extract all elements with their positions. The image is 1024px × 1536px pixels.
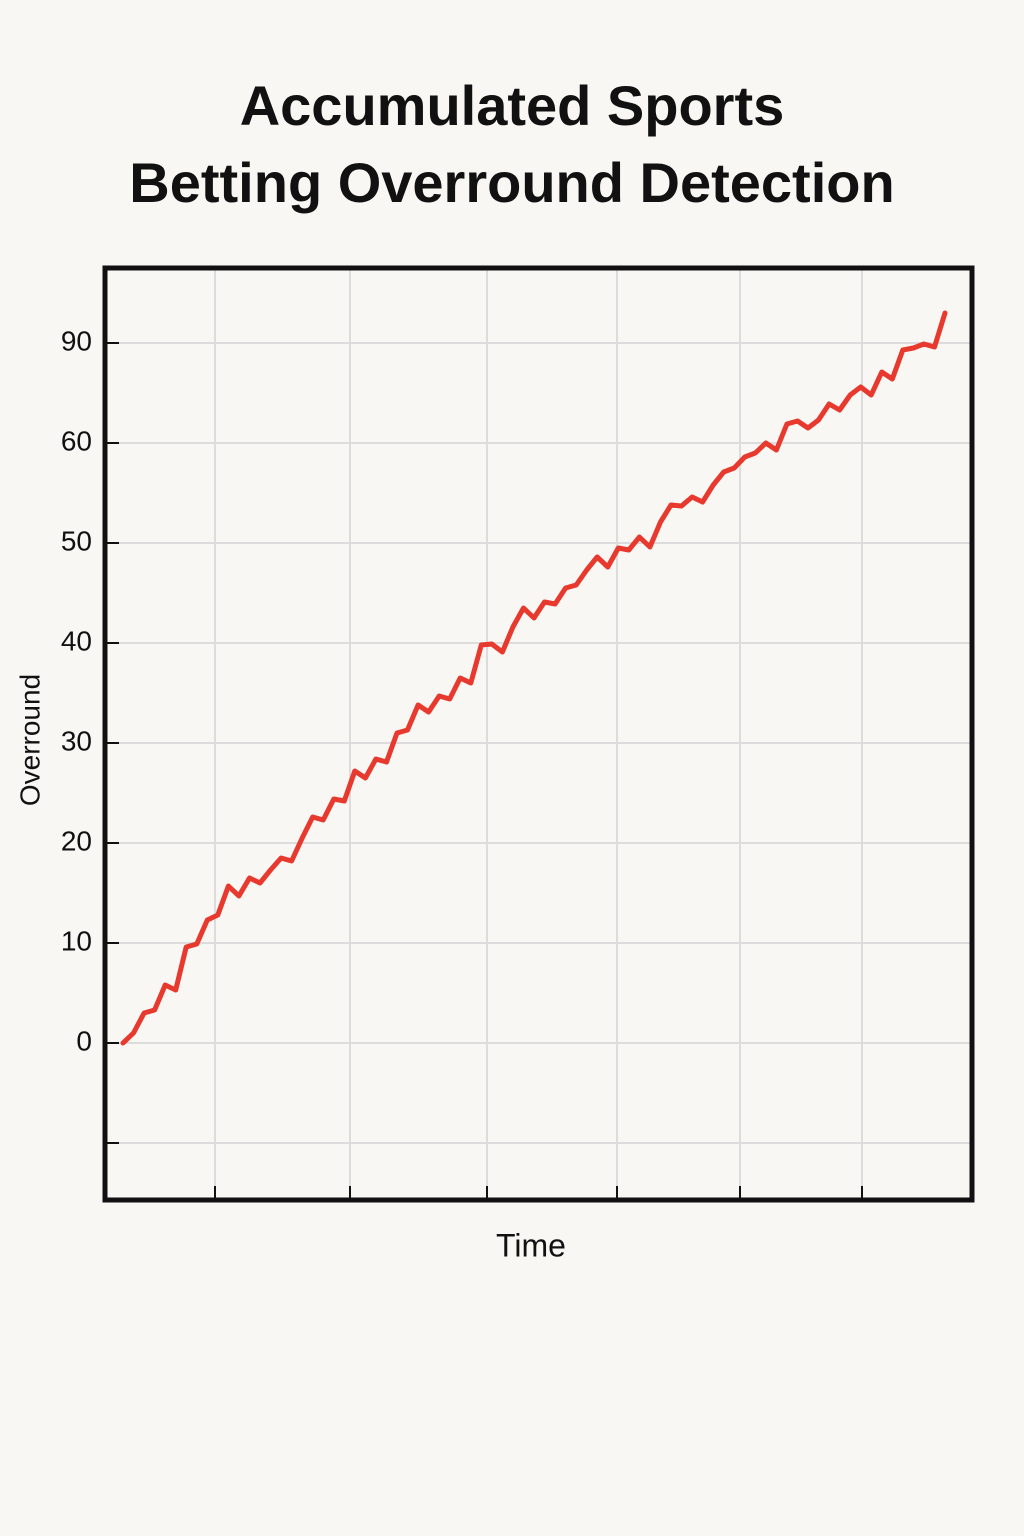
plot-frame <box>102 265 975 1203</box>
data-line <box>120 310 948 1046</box>
x-axis-label: Time <box>496 1227 566 1263</box>
chart-title: Betting Overround Detection <box>129 151 894 214</box>
y-tick-label: 40 <box>61 625 92 656</box>
y-tick-label: 10 <box>61 925 92 956</box>
y-axis-label: Overround <box>14 674 45 806</box>
y-tick-label: 20 <box>61 825 92 856</box>
y-tick-label: 60 <box>61 425 92 456</box>
y-tick-label: 50 <box>61 525 92 556</box>
y-tick-label: 0 <box>76 1025 92 1056</box>
y-tick-label: 30 <box>61 725 92 756</box>
chart-title: Accumulated Sports <box>240 74 785 137</box>
y-tick-label: 90 <box>61 325 92 356</box>
